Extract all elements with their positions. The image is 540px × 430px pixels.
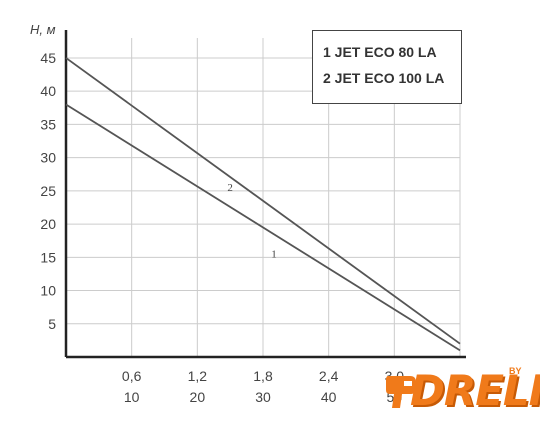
drill-icon — [386, 376, 416, 408]
x-tick-label-flow: 1,2 — [188, 368, 208, 384]
curve-label-1: 1 — [271, 248, 277, 260]
x-tick-label-flow: 0,6 — [122, 368, 142, 384]
y-tick-label: 35 — [40, 116, 56, 132]
series-line-2 — [65, 57, 461, 345]
axes — [64, 30, 466, 359]
x-tick-label-flow-alt: 40 — [321, 389, 337, 405]
logo-text: DRELI — [410, 366, 540, 415]
series-group — [65, 57, 461, 352]
x-tick-label-flow: 2,4 — [319, 368, 339, 384]
y-tick-label: 10 — [40, 283, 56, 299]
x-tick-label-flow-alt: 30 — [255, 389, 271, 405]
y-ticks: 5 10 15 20 25 30 35 40 45 — [40, 50, 56, 332]
curve-labels: 12 — [227, 182, 276, 260]
y-tick-label: 25 — [40, 183, 56, 199]
x-tick-label-flow-alt: 20 — [190, 389, 206, 405]
y-tick-label: 45 — [40, 50, 56, 66]
y-tick-label: 20 — [40, 216, 56, 232]
curve-label-2: 2 — [227, 182, 233, 194]
y-tick-label: 30 — [40, 150, 56, 166]
legend-item-2: 2 JET ECO 100 LA — [323, 70, 445, 86]
series-line-1 — [65, 103, 461, 352]
y-axis-label: Н, м — [30, 22, 56, 37]
x-tick-label-flow: 1,8 — [253, 368, 273, 384]
dreli-logo: DRELI BY — [384, 364, 540, 420]
legend: 1 JET ECO 80 LA 2 JET ECO 100 LA — [312, 30, 462, 104]
logo-by: BY — [509, 366, 522, 376]
y-tick-label: 5 — [48, 316, 56, 332]
legend-item-1: 1 JET ECO 80 LA — [323, 44, 437, 60]
x-tick-label-flow-alt: 10 — [124, 389, 140, 405]
y-tick-label: 40 — [40, 83, 56, 99]
y-tick-label: 15 — [40, 249, 56, 265]
